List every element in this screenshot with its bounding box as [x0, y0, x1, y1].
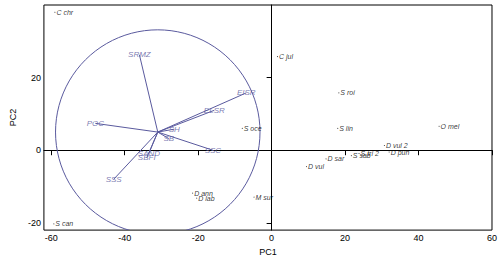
- svg-text:S can: S can: [55, 220, 73, 227]
- svg-text:EISR: EISR: [237, 88, 256, 97]
- svg-text:D vul: D vul: [308, 163, 324, 170]
- svg-text:PC2: PC2: [8, 109, 18, 127]
- svg-text:S tri 2: S tri 2: [361, 150, 379, 157]
- svg-text:-60: -60: [45, 233, 58, 243]
- svg-text:SH: SH: [169, 125, 180, 134]
- svg-text:20: 20: [340, 233, 350, 243]
- svg-text:SRMZ: SRMZ: [128, 50, 152, 59]
- svg-text:C jul: C jul: [279, 53, 293, 61]
- svg-text:-20: -20: [28, 218, 41, 228]
- svg-text:-20: -20: [192, 233, 205, 243]
- svg-text:SB: SB: [163, 134, 174, 143]
- svg-text:POC: POC: [87, 119, 105, 128]
- svg-text:D vul 2: D vul 2: [385, 142, 408, 149]
- svg-text:0: 0: [36, 145, 41, 155]
- svg-text:-40: -40: [118, 233, 131, 243]
- svg-text:D lab: D lab: [198, 195, 214, 202]
- svg-text:M sur: M sur: [255, 194, 273, 201]
- svg-text:0: 0: [269, 233, 274, 243]
- svg-text:C chr: C chr: [56, 9, 73, 16]
- svg-text:SSC: SSC: [205, 146, 222, 155]
- svg-text:PC1: PC1: [259, 247, 277, 257]
- svg-text:ELSR: ELSR: [204, 106, 225, 115]
- svg-text:40: 40: [414, 233, 424, 243]
- svg-text:D sar: D sar: [327, 155, 344, 162]
- svg-text:S lin: S lin: [339, 125, 353, 132]
- svg-text:60: 60: [487, 233, 497, 243]
- svg-text:D pun: D pun: [391, 149, 410, 157]
- svg-text:SBFI: SBFI: [138, 153, 157, 162]
- svg-text:S roi: S roi: [340, 89, 355, 96]
- svg-text:SSS: SSS: [106, 175, 123, 184]
- svg-text:O mel: O mel: [441, 123, 460, 130]
- svg-text:S oce: S oce: [244, 125, 262, 132]
- svg-text:D ann: D ann: [194, 189, 213, 197]
- svg-text:20: 20: [31, 73, 41, 83]
